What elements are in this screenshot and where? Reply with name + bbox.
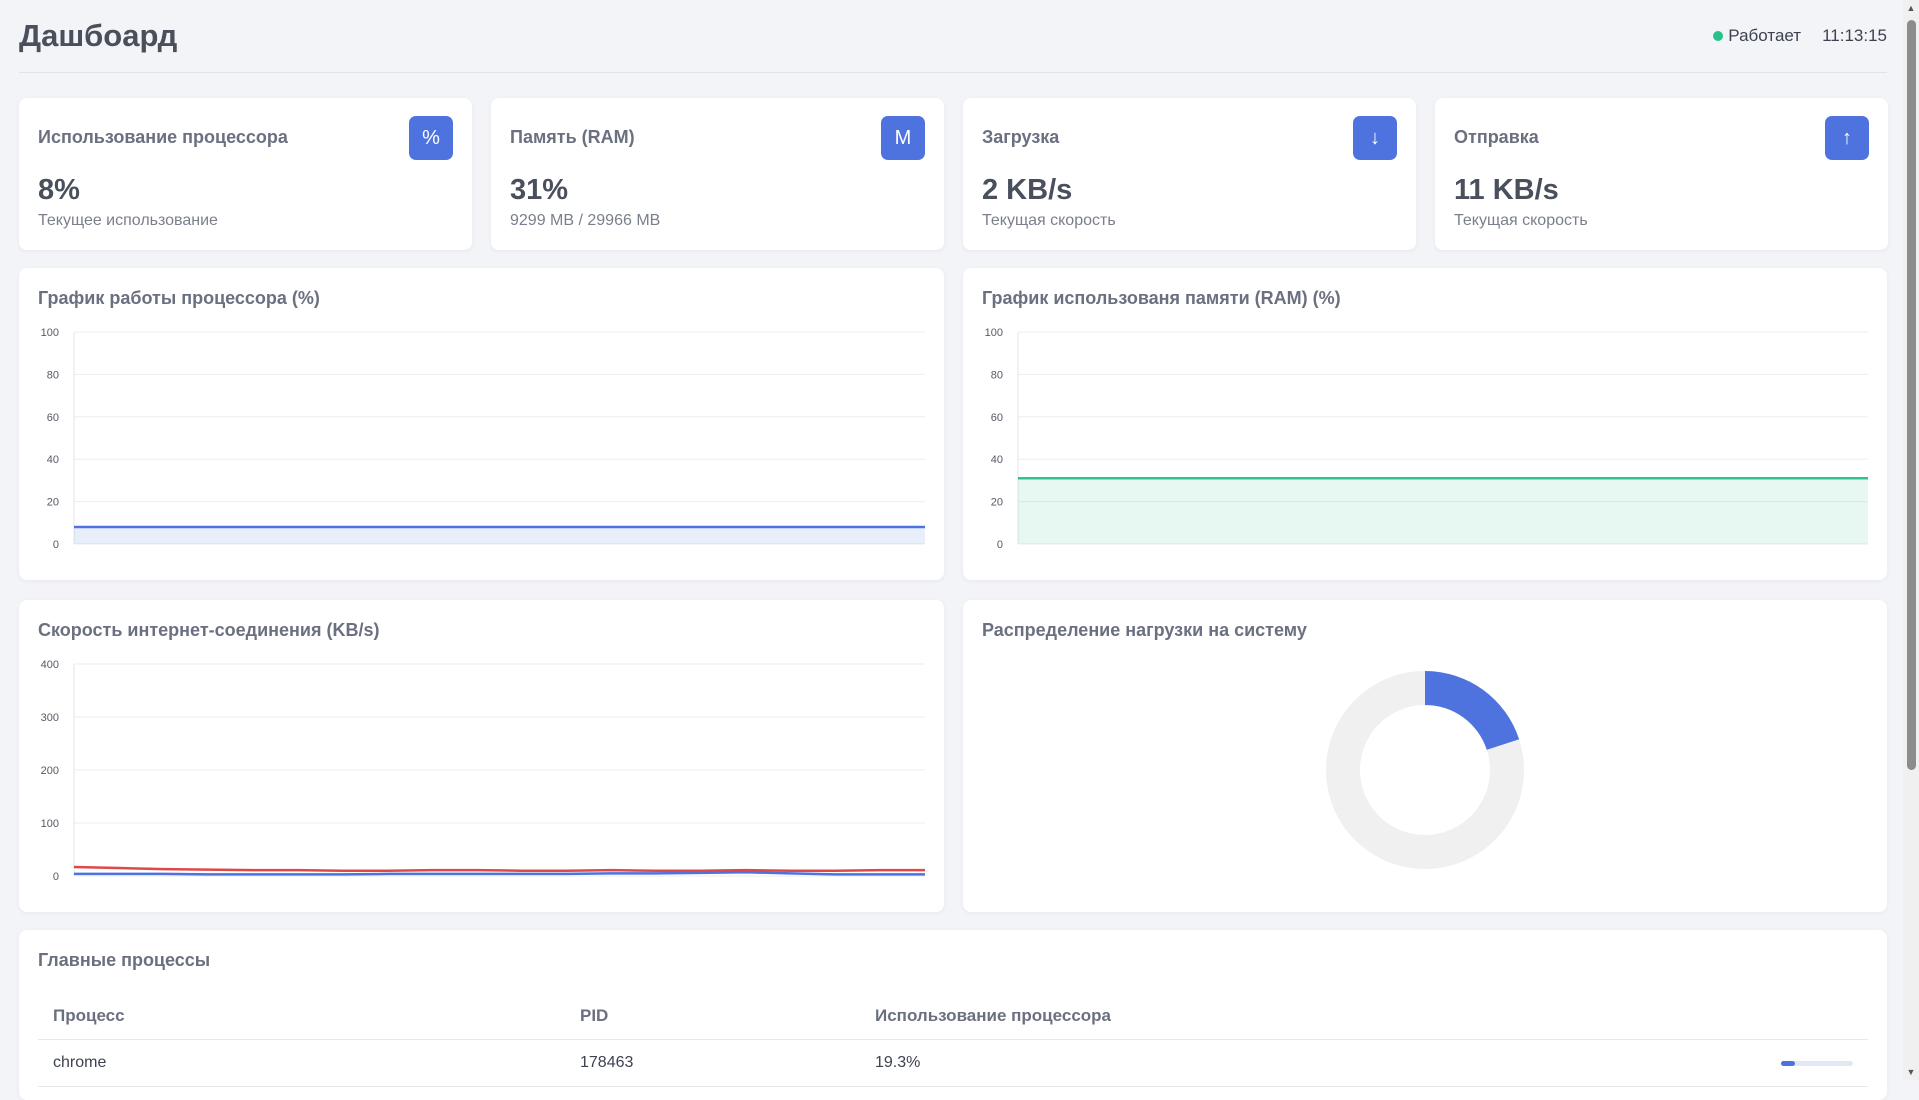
- y-tick-label: 80: [991, 369, 1003, 381]
- y-tick-label: 20: [991, 497, 1003, 509]
- network-chart-panel: Скорость интернет-соединения (KB/s) 0 100…: [19, 600, 944, 912]
- network-chart: 0 100 200 300 400: [41, 659, 925, 883]
- donut-slice-1: [1326, 671, 1524, 869]
- y-tick-label: 300: [41, 712, 59, 724]
- memory-icon: M: [881, 116, 925, 160]
- y-tick-label: 0: [53, 539, 59, 551]
- process-name: chrome: [38, 1039, 565, 1087]
- scroll-down-icon[interactable]: ▼: [1906, 1067, 1916, 1077]
- y-tick-label: 100: [41, 818, 59, 830]
- stat-sub: Текущее использование: [38, 212, 218, 229]
- stat-label: Отправка: [1454, 127, 1539, 147]
- column-header-process: Процесс: [38, 992, 565, 1040]
- y-tick-label: 60: [47, 412, 59, 424]
- table-row[interactable]: chrome 178463 19.3%: [38, 1039, 1868, 1087]
- series-line-0: [73, 865, 925, 872]
- y-tick-label: 40: [47, 454, 59, 466]
- y-tick-label: 40: [991, 454, 1003, 466]
- page-scrollbar[interactable]: ▲ ▼: [1903, 0, 1919, 1080]
- cpu-chart-title: График работы процессора (%): [38, 288, 320, 308]
- column-header-bar: [1738, 992, 1868, 1040]
- process-pid: 178463: [565, 1039, 860, 1087]
- status-dot-icon: [1713, 31, 1724, 41]
- download-arrow-icon: ↓: [1353, 116, 1397, 160]
- cpu-chart-panel: График работы процессора (%) 0 20 40 60 80 10…: [19, 268, 944, 580]
- series-area-0: [1018, 478, 1868, 544]
- scrollbar-thumb[interactable]: [1907, 20, 1916, 770]
- ram-chart-panel: График использованя памяти (RAM) (%) 0 20…: [963, 268, 1887, 580]
- status-label: Работает: [1728, 26, 1802, 45]
- table-header-row: Процесс PID Использование процессора: [38, 992, 1868, 1040]
- network-chart-title: Скорость интернет-соединения (KB/s): [38, 620, 380, 640]
- column-header-pid: PID: [565, 992, 860, 1040]
- stat-card-cpu: Использование процессора % 8% Текущее ис…: [19, 98, 472, 250]
- stat-sub: Текущая скорость: [982, 212, 1116, 229]
- y-tick-label: 80: [47, 369, 59, 381]
- process-cpu-bar-cell: [1738, 1039, 1868, 1087]
- status-indicator: Работает 11:13:15: [1713, 26, 1887, 46]
- stat-value: 2 KB/s: [982, 174, 1073, 206]
- stat-card-upload: Отправка ↑ 11 KB/s Текущая скорость: [1435, 98, 1888, 250]
- processes-panel: Главные процессы Процесс PID Использован…: [19, 930, 1887, 1100]
- y-tick-label: 0: [997, 539, 1003, 551]
- column-header-cpu: Использование процессора: [860, 992, 1738, 1040]
- cpu-chart: 0 20 40 60 80 100: [41, 327, 925, 551]
- stat-card-download: Загрузка ↓ 2 KB/s Текущая скорость: [963, 98, 1416, 250]
- ram-chart-title: График использованя памяти (RAM) (%): [982, 288, 1341, 308]
- processes-table: Процесс PID Использование процессора chr…: [38, 992, 1868, 1087]
- load-chart-title: Распределение нагрузки на систему: [982, 620, 1307, 640]
- header: Дашбоард Работает 11:13:15: [19, 0, 1887, 73]
- stat-sub: Текущая скорость: [1454, 212, 1588, 229]
- stat-value: 11 KB/s: [1454, 174, 1559, 206]
- stat-value: 8%: [38, 174, 80, 206]
- series-area-0: [74, 527, 925, 544]
- clock-time: 11:13:15: [1822, 26, 1887, 45]
- cpu-usage-bar: [1781, 1060, 1853, 1066]
- process-cpu: 19.3%: [860, 1039, 1738, 1087]
- cpu-usage-bar-fill: [1781, 1060, 1795, 1066]
- y-tick-label: 100: [985, 327, 1003, 339]
- series-line-1: [74, 871, 925, 876]
- upload-arrow-icon: ↑: [1825, 116, 1869, 160]
- y-tick-label: 100: [41, 327, 59, 339]
- stat-value: 31%: [510, 174, 569, 206]
- page-title: Дашбоард: [19, 18, 178, 53]
- stat-sub: 9299 MB / 29966 MB: [510, 212, 661, 229]
- stat-label: Использование процессора: [38, 127, 288, 147]
- load-chart-panel: Распределение нагрузки на систему: [963, 600, 1887, 912]
- ram-chart: 0 20 40 60 80 100: [985, 327, 1868, 551]
- y-tick-label: 400: [41, 659, 59, 671]
- load-donut-chart: [1326, 671, 1524, 869]
- stat-card-ram: Память (RAM) M 31% 9299 MB / 29966 MB: [491, 98, 944, 250]
- y-tick-label: 0: [53, 871, 59, 883]
- y-tick-label: 20: [47, 497, 59, 509]
- scroll-up-icon[interactable]: ▲: [1906, 3, 1916, 13]
- stat-label: Загрузка: [982, 127, 1060, 147]
- dashboard-page: Дашбоард Работает 11:13:15: [19, 0, 1887, 73]
- stat-label: Память (RAM): [510, 127, 635, 147]
- y-tick-label: 60: [991, 412, 1003, 424]
- y-tick-label: 200: [41, 765, 59, 777]
- donut-slice-0: [1425, 671, 1520, 750]
- processes-title: Главные процессы: [38, 950, 211, 970]
- percent-icon: %: [409, 116, 453, 160]
